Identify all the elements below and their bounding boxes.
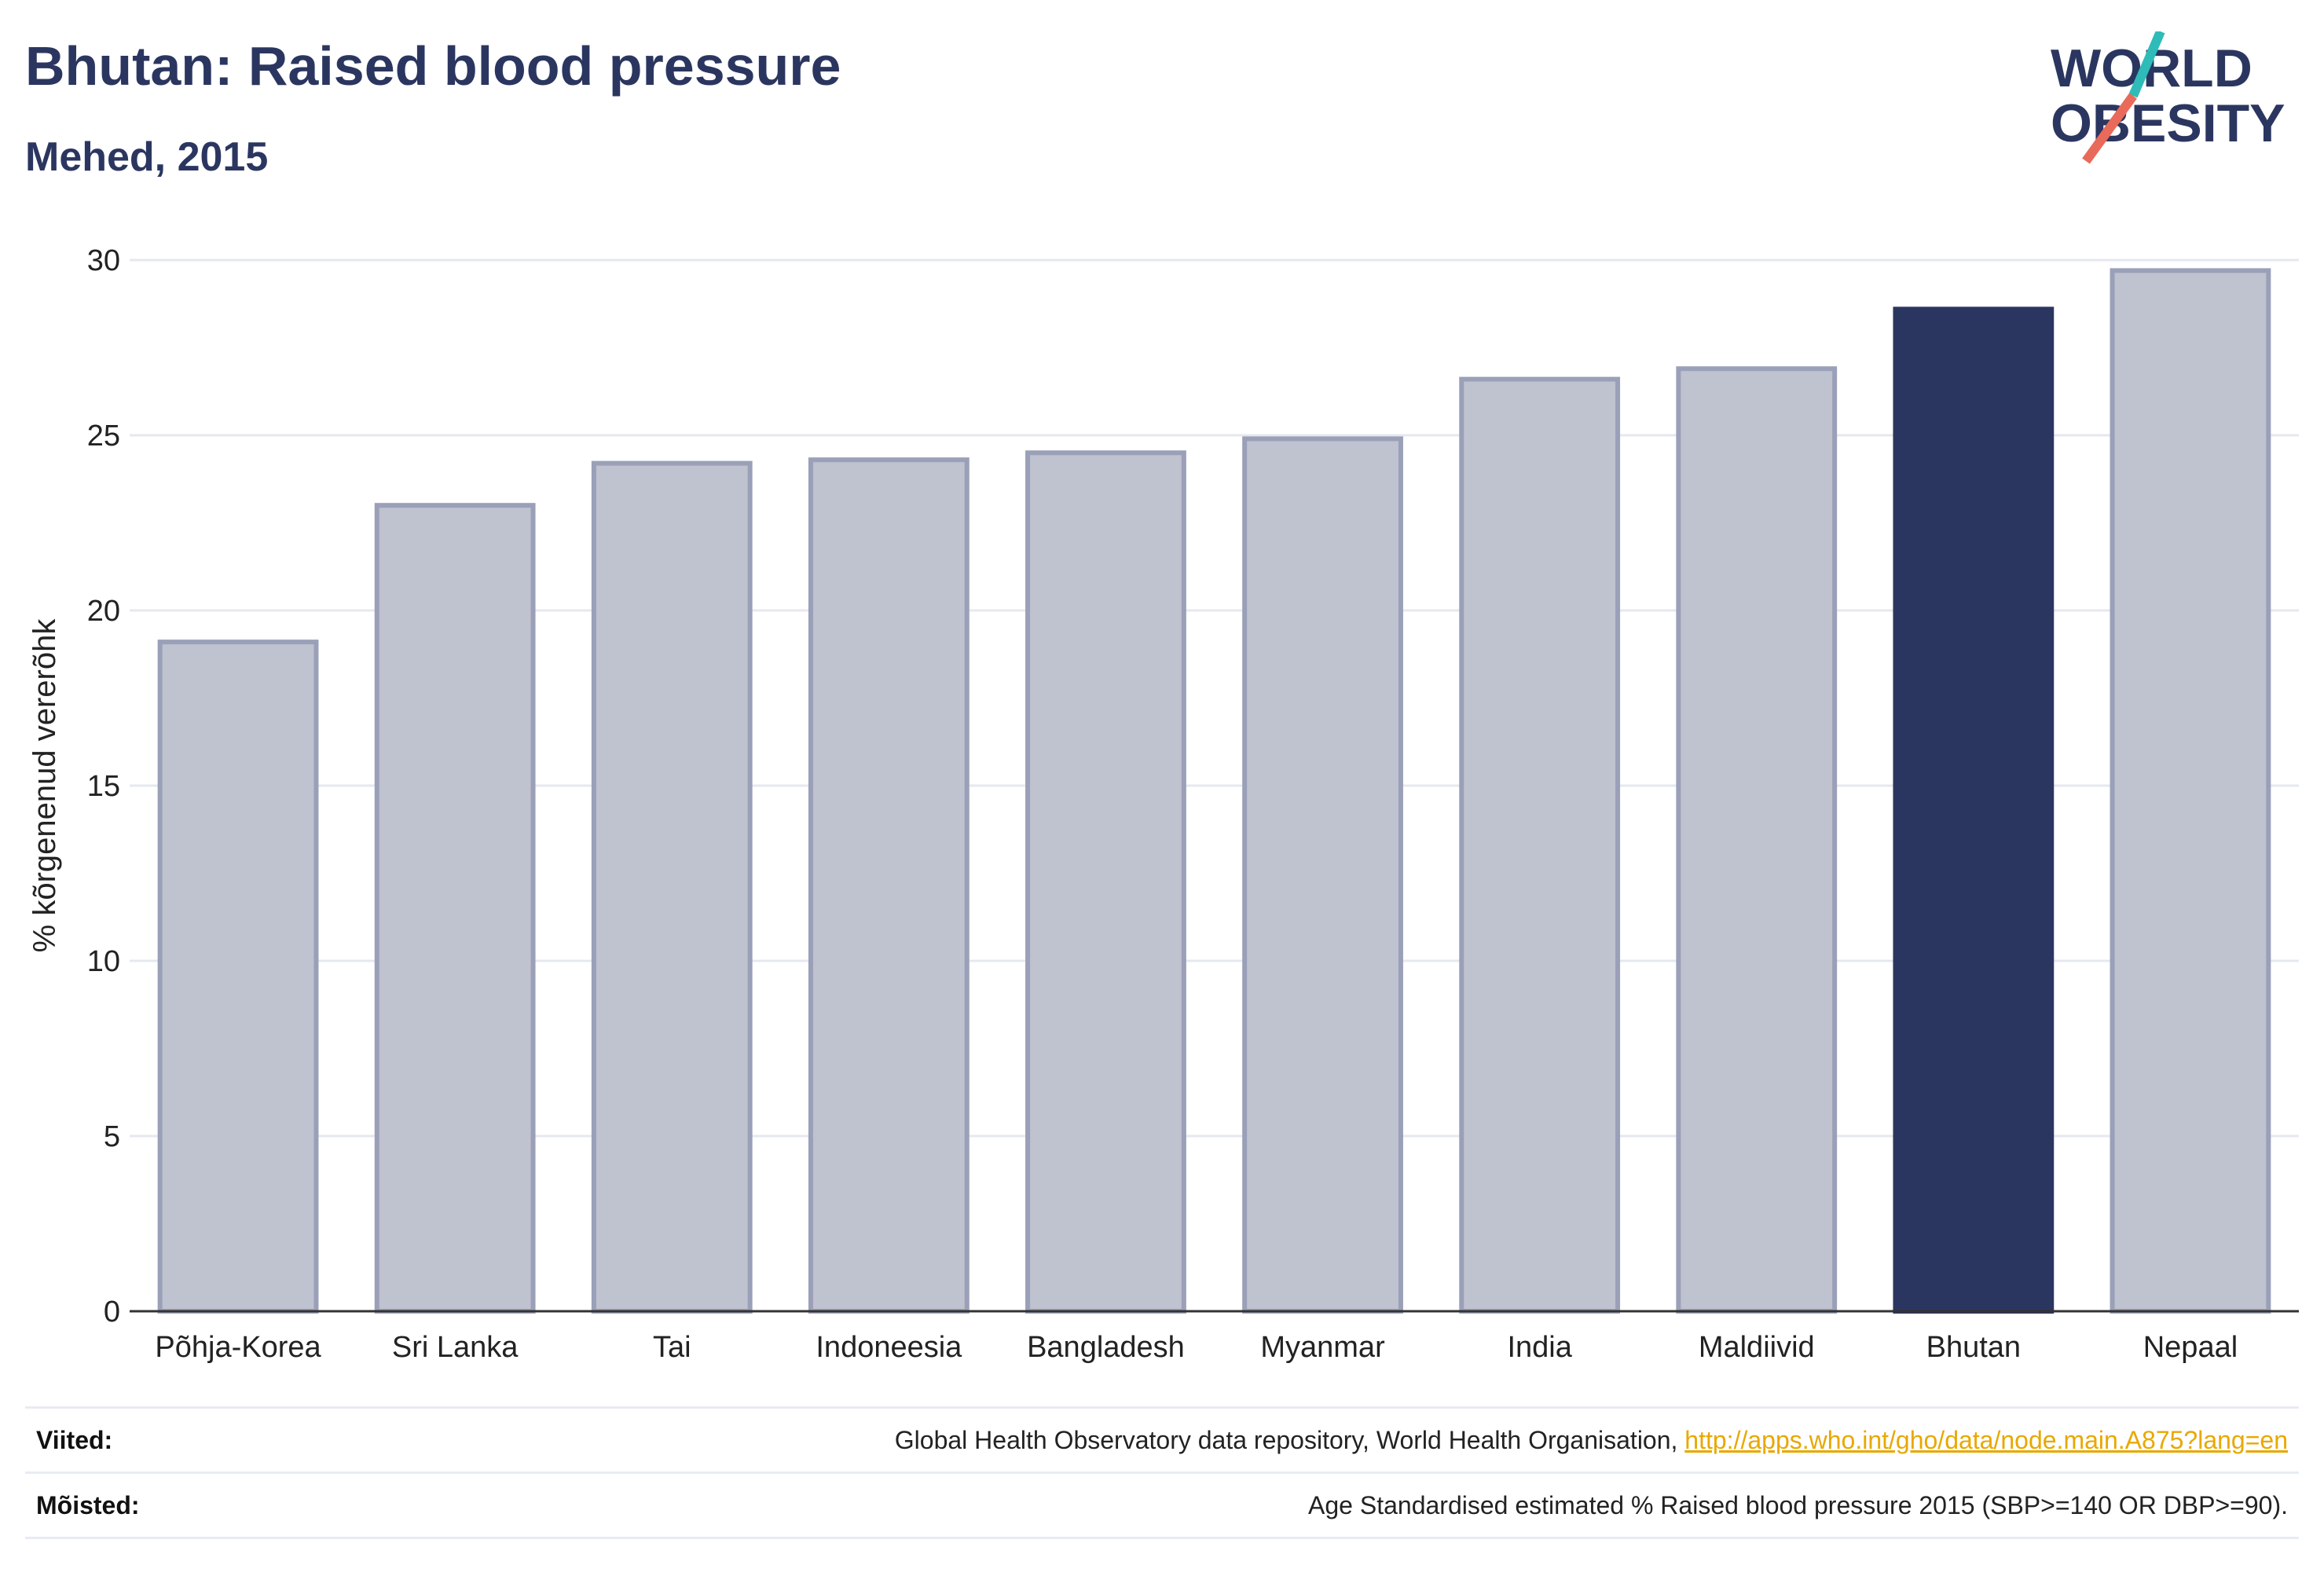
sources-row: Viited: Global Health Observatory data r… [25, 1406, 2299, 1472]
x-tick-label: Sri Lanka [392, 1331, 519, 1364]
logo-slash-teal [2128, 31, 2165, 98]
bar-nepaal [2110, 268, 2271, 1314]
y-tick-labels: 0 5 10 15 20 25 30 [87, 244, 120, 1329]
bar-maldiivid [1676, 366, 1838, 1314]
bar-indoneesia [808, 457, 970, 1314]
x-tick-label: Myanmar [1260, 1331, 1385, 1364]
sources-link[interactable]: http://apps.who.int/gho/data/node.main.A… [1684, 1425, 2288, 1454]
logo-line2: OBESITY [2051, 93, 2286, 153]
bar-bangladesh [1025, 450, 1186, 1314]
y-tick-label: 10 [87, 945, 120, 978]
bar-chart: 0 5 10 15 20 25 30 Põhja-Korea Sri Lanka Tai Indo… [27, 244, 2299, 1364]
x-tick-label: Bhutan [1926, 1331, 2021, 1364]
sources-label: Viited: [36, 1425, 113, 1454]
x-tick-label: India [1507, 1331, 1572, 1364]
chart-title: Bhutan: Raised blood pressure [25, 35, 841, 97]
y-tick-label: 15 [87, 770, 120, 803]
definitions-text: Age Standardised estimated % Raised bloo… [1308, 1490, 2288, 1519]
y-tick-label: 25 [87, 420, 120, 453]
bar-bhutan [1893, 306, 2055, 1314]
bar-india [1459, 376, 1621, 1314]
sources-value: Global Health Observatory data repositor… [895, 1426, 2299, 1455]
chart-subtitle: Mehed, 2015 [25, 134, 269, 180]
x-tick-label: Põhja-Korea [155, 1331, 321, 1364]
sources-text: Global Health Observatory data repositor… [894, 1425, 1685, 1454]
bars [157, 268, 2271, 1314]
world-obesity-logo: WORLD OBESITY [2051, 31, 2286, 164]
y-tick-label: 30 [87, 244, 120, 277]
bar-p-hja-korea [157, 640, 319, 1314]
bar-sri-lanka [374, 503, 536, 1314]
logo-slash-coral [2082, 93, 2137, 164]
bar-myanmar [1242, 436, 1403, 1314]
x-tick-label: Maldiivid [1699, 1331, 1815, 1364]
y-tick-label: 5 [104, 1120, 120, 1153]
y-axis-title: % kõrgenenud vererõhk [27, 618, 62, 953]
x-tick-label: Nepaal [2143, 1331, 2238, 1364]
x-tick-labels: Põhja-Korea Sri Lanka Tai Indoneesia Banglad… [155, 1331, 2238, 1364]
x-tick-label: Tai [653, 1331, 691, 1364]
y-tick-label: 20 [87, 595, 120, 628]
definitions-row: Mõisted: Age Standardised estimated % Ra… [25, 1472, 2299, 1539]
bar-tai [591, 460, 753, 1314]
x-tick-label: Indoneesia [816, 1331, 962, 1364]
y-tick-label: 0 [104, 1296, 120, 1329]
definitions-label: Mõisted: [36, 1490, 140, 1519]
x-tick-label: Bangladesh [1027, 1331, 1185, 1364]
